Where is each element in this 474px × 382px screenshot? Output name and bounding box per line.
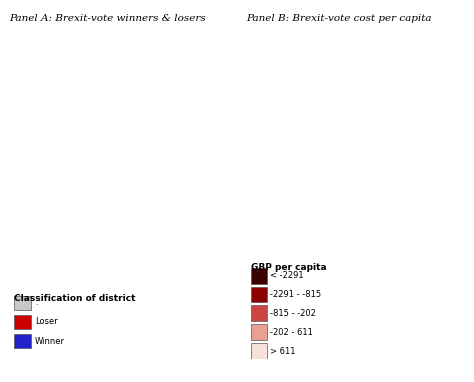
Bar [251, 343, 267, 359]
Text: Winner: Winner [35, 337, 65, 346]
Bar [251, 324, 267, 340]
Bar [14, 334, 31, 348]
Text: .: . [35, 298, 38, 307]
Text: GBP per capita: GBP per capita [251, 263, 327, 272]
Bar [251, 286, 267, 303]
Text: Classification of district: Classification of district [14, 294, 136, 303]
Text: Panel A: Brexit-vote winners & losers: Panel A: Brexit-vote winners & losers [9, 14, 206, 23]
Text: Panel B: Brexit-vote cost per capita: Panel B: Brexit-vote cost per capita [246, 14, 432, 23]
Text: -815 - -202: -815 - -202 [270, 309, 316, 318]
Bar [14, 315, 31, 329]
Bar [251, 268, 267, 283]
Text: Loser: Loser [35, 317, 58, 327]
Text: < -2291: < -2291 [270, 271, 304, 280]
Text: -2291 - -815: -2291 - -815 [270, 290, 321, 299]
Text: -202 - 611: -202 - 611 [270, 328, 313, 337]
Bar [251, 306, 267, 321]
Bar [14, 296, 31, 309]
Text: > 611: > 611 [270, 346, 295, 356]
